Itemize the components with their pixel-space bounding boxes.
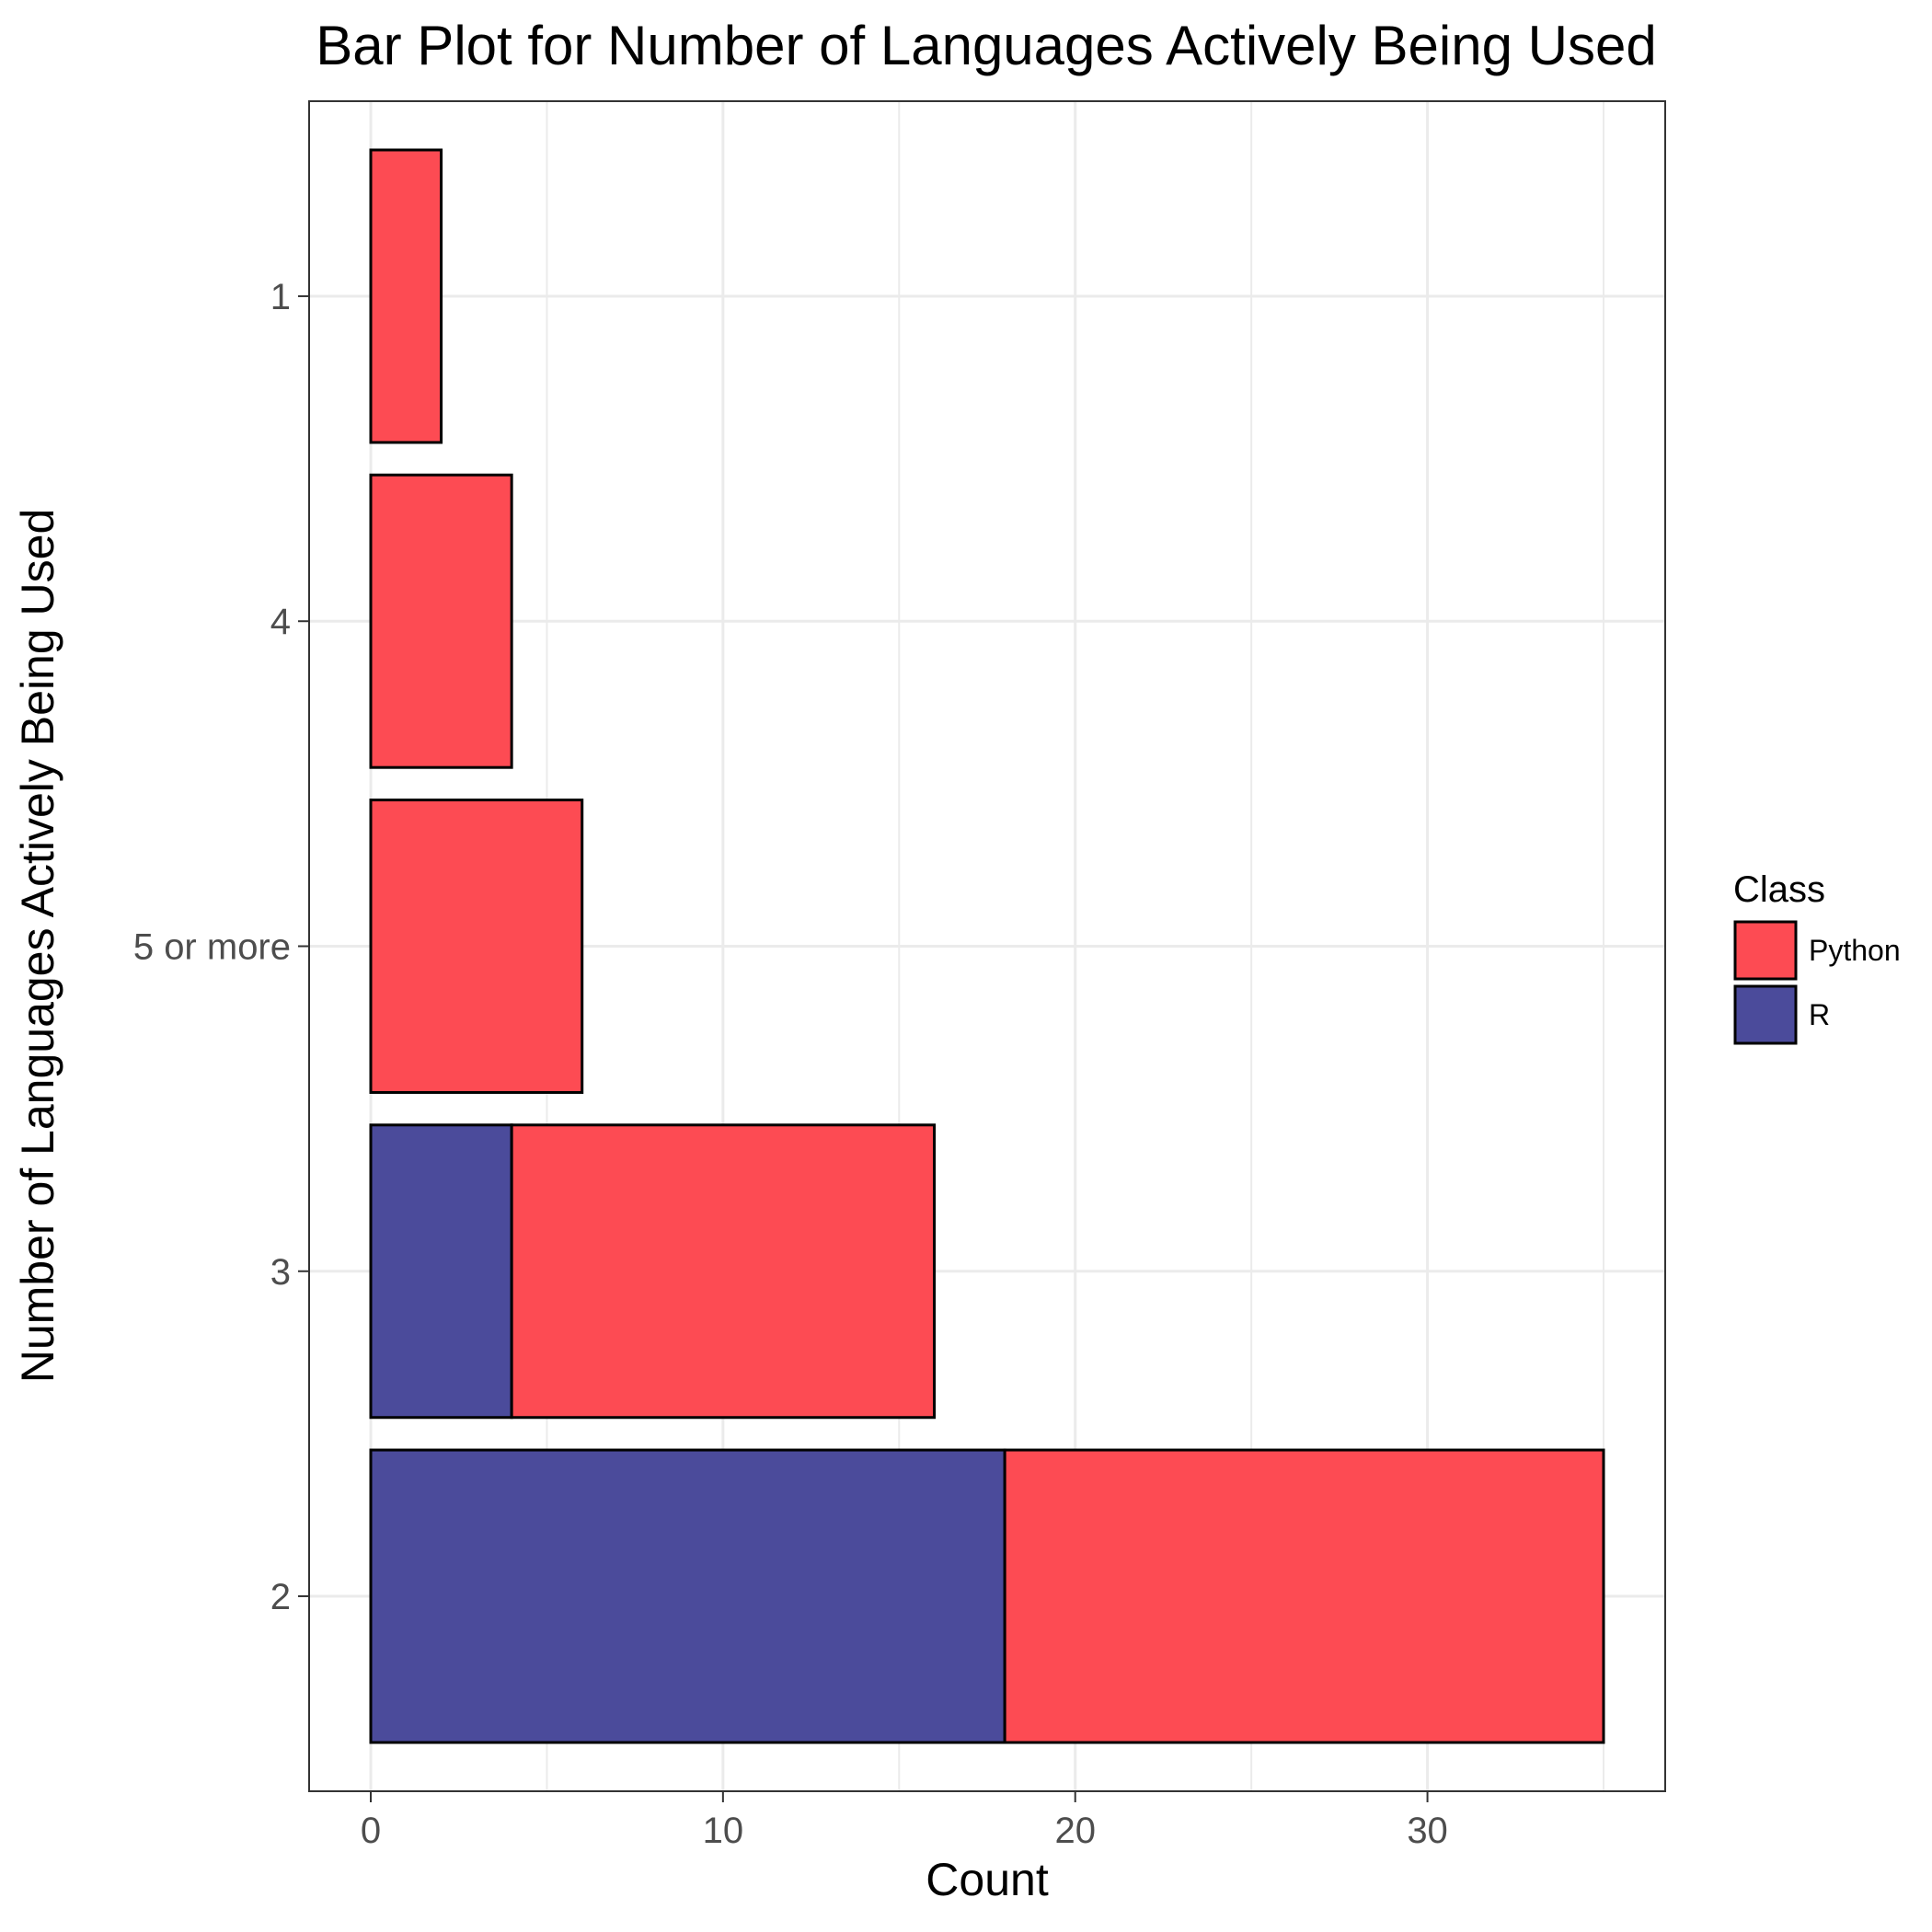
x-tick-label: 30 <box>1407 1811 1448 1851</box>
legend: Class Python R <box>1733 869 1901 1045</box>
x-axis-title: Count <box>926 1854 1049 1905</box>
y-tick-label: 2 <box>270 1577 291 1617</box>
y-tick-label: 5 or more <box>133 927 291 968</box>
bar-r-2 <box>369 1448 1006 1744</box>
x-tick-label: 0 <box>361 1811 381 1851</box>
bar-r-3 <box>369 1123 513 1420</box>
y-tick-label: 1 <box>270 277 291 317</box>
chart-title: Bar Plot for Number of Languages Activel… <box>316 15 1656 76</box>
bar-python-4 <box>369 473 513 769</box>
y-tick-label: 4 <box>270 602 291 642</box>
y-axis: 2 3 5 or more 4 1 <box>133 277 309 1617</box>
bar-python-1 <box>369 148 443 444</box>
legend-key-python <box>1733 920 1798 981</box>
y-tick-label: 3 <box>270 1252 291 1293</box>
x-tick-label: 10 <box>703 1811 744 1851</box>
bar-python-2 <box>1003 1448 1605 1744</box>
y-axis-title: Number of Languages Actively Being Used <box>12 509 63 1384</box>
legend-title: Class <box>1733 869 1825 910</box>
legend-label-r: R <box>1809 998 1830 1031</box>
x-tick-label: 20 <box>1054 1811 1096 1851</box>
bars <box>369 148 1605 1744</box>
x-axis: 0 10 20 30 <box>361 1791 1448 1851</box>
bar-python-3 <box>510 1123 937 1420</box>
legend-key-r <box>1733 984 1798 1045</box>
legend-label-python: Python <box>1809 934 1901 967</box>
bar-python-5-or-more <box>369 799 584 1094</box>
